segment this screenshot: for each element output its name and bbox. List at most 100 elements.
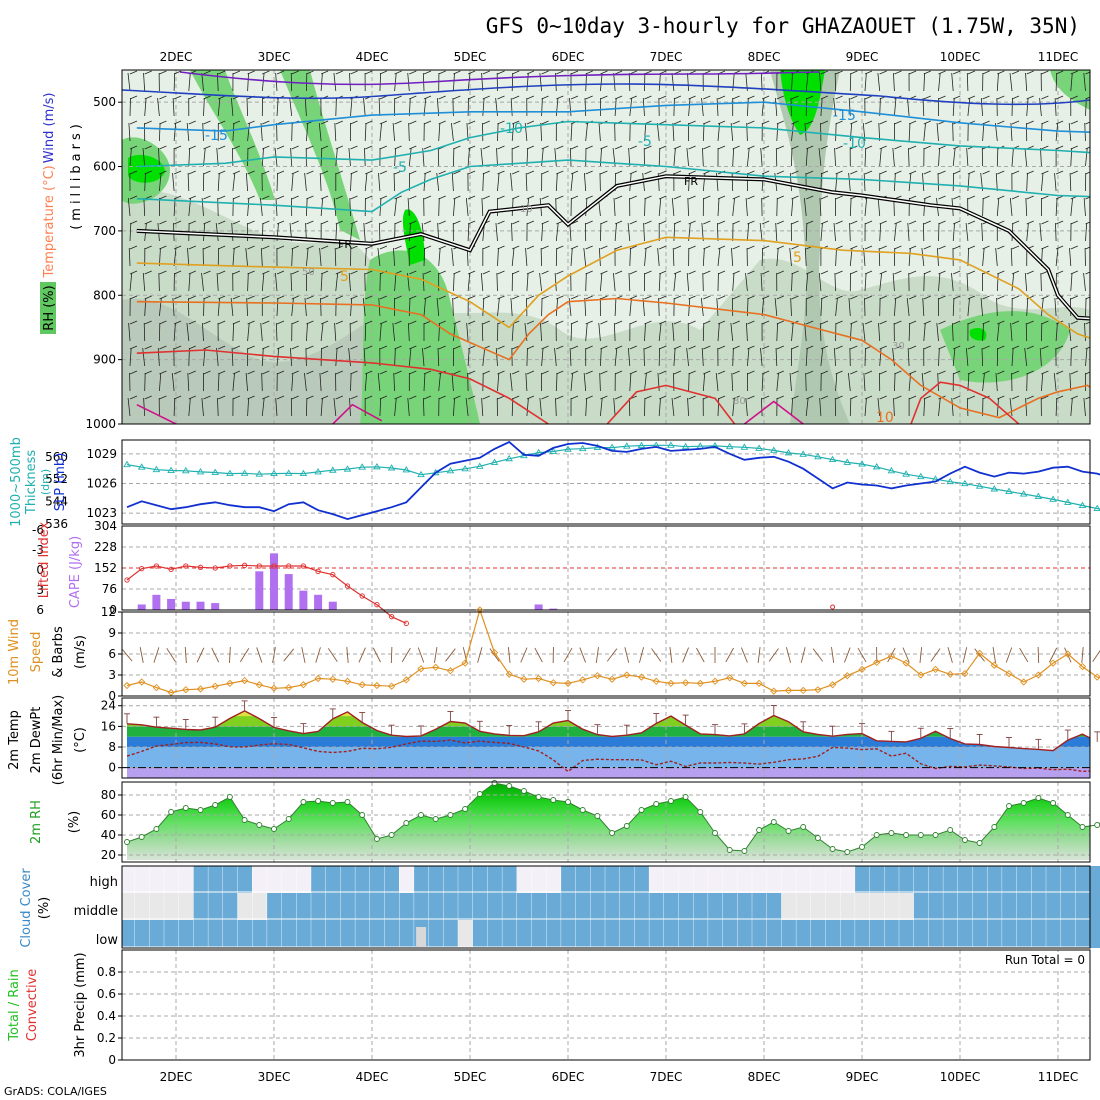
rh2m-marker: [271, 826, 277, 832]
wind-barb-flag: [291, 295, 299, 300]
wind-barb-flag: [1041, 170, 1049, 175]
precip-frame: [121, 949, 1091, 1061]
wind-barb-flag: [276, 195, 285, 200]
pressure-axis-label: (millibars): [69, 120, 84, 230]
wind-barb-flag: [908, 170, 917, 175]
wind-barb: [261, 272, 265, 292]
wind-barb-flag: [644, 320, 652, 325]
cloud-cell: [561, 920, 576, 948]
wind-barb-flag: [1041, 320, 1049, 325]
wind-barb-flag: [614, 395, 623, 400]
wind-barb-flag: [629, 145, 637, 150]
wind-barb-flag: [967, 70, 976, 75]
wind-barb-flag: [791, 145, 799, 150]
wind10m-barb: [401, 647, 411, 663]
thickness-marker: [770, 446, 778, 453]
wind-barb: [451, 372, 454, 392]
wind-speed-markers: [123, 606, 1100, 697]
wind-barb-flag: [820, 295, 829, 300]
cloud-cell: [193, 893, 208, 920]
wind-barb-flag: [203, 370, 211, 375]
wind-barb-flag: [129, 345, 138, 350]
wind-barb: [834, 272, 836, 292]
wind-barb-flag: [820, 195, 829, 200]
wind-barb-flag: [1055, 395, 1064, 400]
thickness-unit: (dm): [39, 469, 52, 495]
wind-barb: [730, 122, 734, 142]
wind-barb-flag: [732, 370, 740, 375]
wind-barb: [702, 247, 705, 267]
rh2m-marker: [623, 823, 630, 829]
wind-barb: [452, 297, 454, 317]
wind-barb: [187, 372, 190, 392]
wind-barb: [349, 72, 351, 92]
wind-barb-flag: [614, 370, 623, 375]
rh2m-marker: [256, 822, 263, 828]
wind-barb-flag: [864, 270, 873, 275]
wind10m-barb: [1037, 646, 1040, 664]
wind-barb-flag: [173, 320, 182, 325]
wind-barb: [438, 197, 440, 217]
li-marker: [124, 577, 130, 583]
wind-barb-flag: [953, 320, 961, 325]
wind-barb-flag: [438, 270, 446, 275]
wind-barb-flag: [232, 395, 241, 400]
cloud-cell: [590, 866, 605, 893]
wind-barb: [555, 97, 559, 117]
wind-barb: [127, 397, 131, 417]
temperature-band: [127, 747, 1090, 768]
li-marker: [241, 562, 248, 568]
wind-barb-flag: [467, 395, 476, 400]
wind-barb-flag: [159, 370, 167, 375]
wind-barb-flag: [894, 345, 902, 350]
wind-barb: [364, 172, 368, 192]
wind-barb-flag: [541, 220, 549, 225]
wind-barb: [803, 197, 807, 217]
wind-barb: [247, 397, 250, 417]
li-marker: [197, 564, 204, 570]
wind-barb: [480, 272, 484, 292]
cloud-cell: [149, 866, 164, 893]
wind-barb: [203, 147, 206, 167]
wind-barb-flag: [1070, 95, 1078, 100]
wind-speed-marker: [593, 672, 602, 680]
wind-barb-flag: [923, 395, 931, 400]
cape-bar: [181, 601, 190, 610]
wind-barb-flag: [673, 270, 682, 275]
cloud-cell: [605, 920, 620, 948]
li-tick-label: 3: [36, 583, 44, 597]
wind-barb: [408, 97, 411, 117]
wind-barb: [1039, 97, 1042, 117]
wind-barb-flag: [717, 245, 726, 250]
wind-barb-flag: [306, 195, 314, 200]
temperature-band: [127, 767, 1090, 778]
wind-barb-flag: [350, 295, 358, 300]
wind-barb-flag: [908, 195, 917, 200]
slp-tick-label: 1029: [86, 447, 117, 461]
rh2m-marker: [1050, 800, 1057, 806]
wind-barb-flag: [218, 170, 226, 175]
lifted-index-line: [126, 564, 407, 624]
wind-barb: [364, 122, 367, 142]
contour-label: 10: [520, 204, 533, 215]
wind-barb-flag: [379, 345, 388, 350]
wind-barb: [1009, 197, 1013, 217]
wind-barb-flag: [1055, 370, 1064, 375]
wind-barb-flag: [644, 270, 652, 275]
wind-barb: [335, 147, 338, 167]
wind-barb-flag: [262, 170, 270, 175]
wind-barb-flag: [659, 145, 667, 150]
wind-barb: [510, 297, 513, 317]
wind-barb-flag: [879, 245, 887, 250]
wind-barb: [585, 197, 588, 217]
wind-barb-flag: [482, 320, 490, 325]
wind-barb-flag: [967, 270, 976, 275]
wind-barb-flag: [526, 170, 535, 175]
cloud-cell: [605, 866, 620, 893]
cloud-cell: [311, 893, 326, 920]
cape-tick-label: 304: [94, 519, 117, 533]
wind-barb-flag: [776, 195, 784, 200]
wind-barb: [835, 122, 837, 142]
